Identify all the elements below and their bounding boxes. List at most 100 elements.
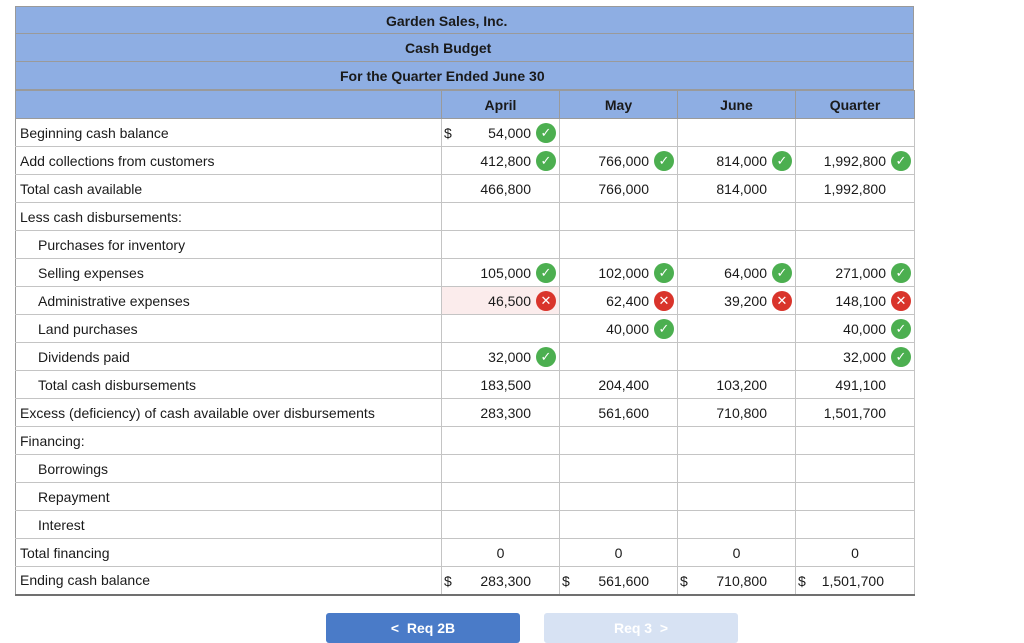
dollar-sign: $	[798, 573, 806, 589]
check-circle-icon: ✓	[772, 263, 792, 283]
excess-june: 710,800	[677, 398, 796, 427]
repayment-may-input[interactable]	[559, 482, 678, 511]
beginning-cash-may-input[interactable]	[559, 118, 678, 147]
row-label: Total cash disbursements	[15, 370, 442, 399]
repayment-june-input[interactable]	[677, 482, 796, 511]
selling-quarter-input[interactable]: 271,000 ✓	[795, 258, 915, 287]
dividends-may-input[interactable]	[559, 342, 678, 371]
column-header-row: April May June Quarter	[15, 90, 915, 119]
collections-april-input[interactable]: 412,800 ✓	[441, 146, 560, 175]
company-name: Garden Sales, Inc.	[386, 13, 508, 29]
next-req-label: Req 3	[613, 620, 653, 636]
collections-quarter-input[interactable]: 1,992,800 ✓	[795, 146, 915, 175]
total-disb-quarter: 491,100	[795, 370, 915, 399]
row-label: Dividends paid	[15, 342, 442, 371]
check-circle-icon: ✓	[891, 347, 911, 367]
total-available-april: 466,800	[441, 174, 560, 203]
excess-may: 561,600	[559, 398, 678, 427]
chevron-left-icon: <	[390, 620, 400, 636]
excess-april: 283,300	[441, 398, 560, 427]
land-june-input[interactable]	[677, 314, 796, 343]
row-label: Repayment	[15, 482, 442, 511]
dollar-sign: $	[444, 573, 452, 589]
beginning-cash-april-input[interactable]: $54,000 ✓	[441, 118, 560, 147]
table-row: Ending cash balance $283,300 $561,600 $7…	[15, 566, 915, 596]
check-circle-icon: ✓	[536, 151, 556, 171]
table-row: Less cash disbursements:	[15, 202, 915, 231]
period-header: For the Quarter Ended June 30	[15, 62, 914, 90]
purchases-quarter-input[interactable]	[795, 230, 915, 259]
check-circle-icon: ✓	[891, 263, 911, 283]
total-financing-may: 0	[559, 538, 678, 567]
check-circle-icon: ✓	[654, 151, 674, 171]
total-available-quarter: 1,992,800	[795, 174, 915, 203]
report-title: Cash Budget	[405, 40, 492, 56]
selling-june-input[interactable]: 64,000 ✓	[677, 258, 796, 287]
ending-cash-june: $710,800	[677, 566, 796, 596]
check-circle-icon: ✓	[536, 263, 556, 283]
total-financing-june: 0	[677, 538, 796, 567]
interest-quarter-input[interactable]	[795, 510, 915, 539]
table-row: Total cash available 466,800 766,000 814…	[15, 174, 915, 203]
dividends-april-input[interactable]: 32,000 ✓	[441, 342, 560, 371]
interest-april-input[interactable]	[441, 510, 560, 539]
row-label: Land purchases	[15, 314, 442, 343]
total-available-june: 814,000	[677, 174, 796, 203]
dividends-quarter-input[interactable]: 32,000 ✓	[795, 342, 915, 371]
land-quarter-input[interactable]: 40,000 ✓	[795, 314, 915, 343]
column-header-june: June	[677, 90, 796, 119]
collections-may-input[interactable]: 766,000 ✓	[559, 146, 678, 175]
borrowings-june-input[interactable]	[677, 454, 796, 483]
column-header-april: April	[441, 90, 560, 119]
row-label: Less cash disbursements:	[15, 202, 442, 231]
table-row: Borrowings	[15, 454, 915, 483]
repayment-quarter-input[interactable]	[795, 482, 915, 511]
admin-may-input[interactable]: 62,400 ✕	[559, 286, 678, 315]
total-disb-june: 103,200	[677, 370, 796, 399]
total-disb-may: 204,400	[559, 370, 678, 399]
table-row: Repayment	[15, 482, 915, 511]
total-financing-april: 0	[441, 538, 560, 567]
next-req-button[interactable]: Req 3 >	[544, 613, 738, 643]
x-circle-icon: ✕	[891, 291, 911, 311]
land-april-input[interactable]	[441, 314, 560, 343]
ending-cash-april: $283,300	[441, 566, 560, 596]
prev-req-button[interactable]: < Req 2B	[326, 613, 520, 643]
purchases-april-input[interactable]	[441, 230, 560, 259]
borrowings-may-input[interactable]	[559, 454, 678, 483]
check-circle-icon: ✓	[891, 151, 911, 171]
table-row: Selling expenses 105,000 ✓ 102,000 ✓ 64,00…	[15, 258, 915, 287]
admin-june-input[interactable]: 39,200 ✕	[677, 286, 796, 315]
land-may-input[interactable]: 40,000 ✓	[559, 314, 678, 343]
check-circle-icon: ✓	[536, 347, 556, 367]
row-label: Administrative expenses	[15, 286, 442, 315]
collections-june-input[interactable]: 814,000 ✓	[677, 146, 796, 175]
total-disb-april: 183,500	[441, 370, 560, 399]
prev-req-label: Req 2B	[406, 620, 456, 636]
row-label: Excess (deficiency) of cash available ov…	[15, 398, 442, 427]
beginning-cash-june-input[interactable]	[677, 118, 796, 147]
table-row: Purchases for inventory	[15, 230, 915, 259]
selling-april-input[interactable]: 105,000 ✓	[441, 258, 560, 287]
repayment-april-input[interactable]	[441, 482, 560, 511]
check-circle-icon: ✓	[772, 151, 792, 171]
total-available-may: 766,000	[559, 174, 678, 203]
table-row: Add collections from customers 412,800 ✓ …	[15, 146, 915, 175]
row-label: Beginning cash balance	[15, 118, 442, 147]
purchases-may-input[interactable]	[559, 230, 678, 259]
column-header-blank	[15, 90, 442, 119]
table-row: Land purchases 40,000 ✓ 40,000 ✓	[15, 314, 915, 343]
borrowings-quarter-input[interactable]	[795, 454, 915, 483]
beginning-cash-quarter-input[interactable]	[795, 118, 915, 147]
purchases-june-input[interactable]	[677, 230, 796, 259]
admin-april-input[interactable]: 46,500 ✕	[441, 286, 560, 315]
interest-may-input[interactable]	[559, 510, 678, 539]
interest-june-input[interactable]	[677, 510, 796, 539]
table-row: Interest	[15, 510, 915, 539]
dividends-june-input[interactable]	[677, 342, 796, 371]
admin-quarter-input[interactable]: 148,100 ✕	[795, 286, 915, 315]
selling-may-input[interactable]: 102,000 ✓	[559, 258, 678, 287]
report-period: For the Quarter Ended June 30	[340, 68, 545, 84]
borrowings-april-input[interactable]	[441, 454, 560, 483]
table-row: Beginning cash balance $54,000 ✓	[15, 118, 915, 147]
